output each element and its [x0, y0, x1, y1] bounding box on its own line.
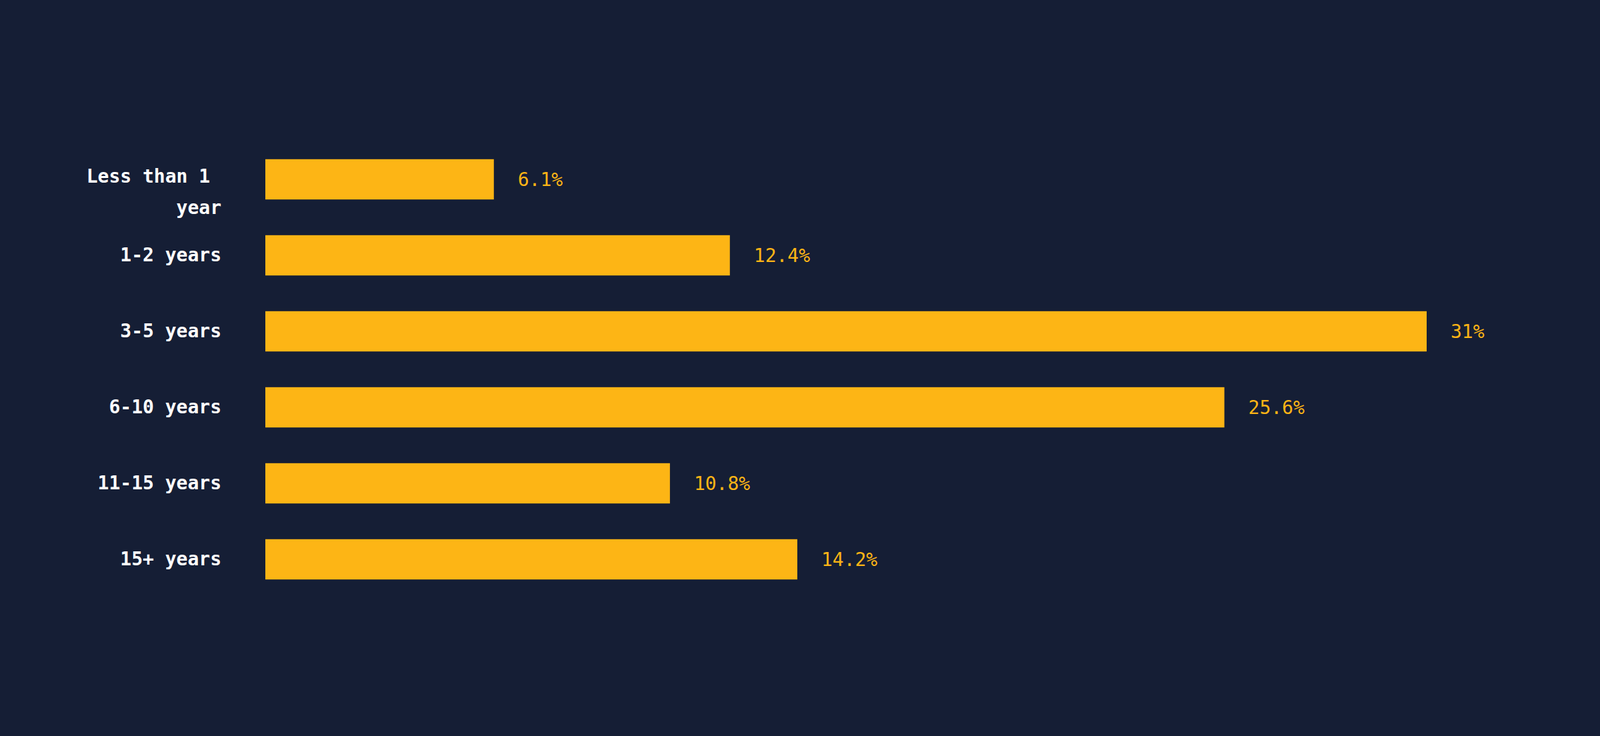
- background: [0, 0, 1600, 736]
- tick-label: Less than 1 year: [86, 165, 222, 219]
- data-label: 6.1%: [518, 168, 564, 191]
- data-label: 25.6%: [1248, 396, 1305, 419]
- tick: 3-5 years: [120, 320, 222, 342]
- data-label: 14.2%: [821, 548, 878, 571]
- bar: [265, 311, 1427, 352]
- chart: 6.1% 12.4% 31% 25.6% 10.8% 14.2% Less than 1 y…: [0, 0, 1600, 736]
- tick-label: 1-2 years: [120, 244, 222, 266]
- tick-label: 15+ years: [120, 548, 222, 570]
- bar: [265, 387, 1225, 428]
- tick: 15+ years: [120, 548, 222, 570]
- data-label: 10.8%: [694, 472, 750, 495]
- bar: [265, 463, 670, 504]
- bars: [265, 159, 1427, 580]
- y-axis: Less than 1 year 1-2 years 3-5 years 6-10 y…: [86, 165, 222, 570]
- tick: Less than 1 year: [86, 165, 222, 219]
- tick-label-line: Less than 1: [86, 165, 222, 188]
- tick-label-line: year: [176, 196, 222, 219]
- tick-label: 3-5 years: [120, 320, 222, 342]
- data-labels: 6.1% 12.4% 31% 25.6% 10.8% 14.2%: [518, 168, 1485, 571]
- tick-label: 11-15 years: [98, 472, 222, 494]
- tick: 1-2 years: [120, 244, 222, 266]
- data-label: 31%: [1450, 320, 1485, 343]
- bar: [265, 539, 798, 580]
- tick: 6-10 years: [108, 396, 222, 418]
- tick: 11-15 years: [98, 472, 222, 494]
- tick-label: 6-10 years: [108, 396, 222, 418]
- data-label: 12.4%: [754, 244, 810, 267]
- bar: [265, 235, 730, 276]
- bar: [265, 159, 494, 200]
